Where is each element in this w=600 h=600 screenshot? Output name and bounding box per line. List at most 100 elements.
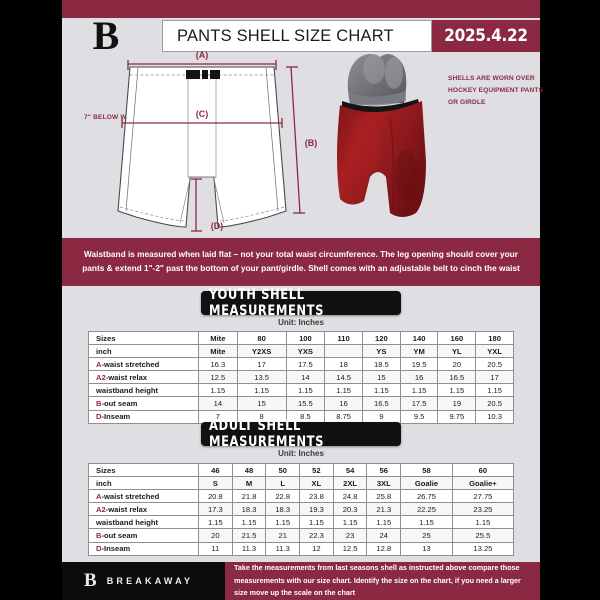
footer-instruction-text: Take the measurements from last seasons … <box>234 563 521 598</box>
table-cell: 2XL <box>332 476 368 491</box>
table-cell: 15 <box>362 370 401 385</box>
table-cell: 1.15 <box>366 515 402 530</box>
table-cell: YL <box>437 344 477 359</box>
brand-logo-icon: B <box>92 13 120 58</box>
table-row: A2-waist relax 12.5 13.5 14 14.5 15 16 1… <box>88 370 514 385</box>
table-cell: 15.5 <box>285 396 326 411</box>
table-cell: 26.75 <box>400 489 453 504</box>
table-cell: 12.8 <box>366 541 402 556</box>
row-key: D <box>96 544 102 554</box>
table-cell: 23.25 <box>451 502 515 517</box>
page-title-text: PANTS SHELL SIZE CHART <box>177 26 394 45</box>
table-cell: 140 <box>399 330 439 346</box>
brand-name: BREAKAWAY <box>106 576 194 586</box>
table-cell: 3XL <box>366 476 402 491</box>
table-cell: 19.5 <box>399 357 439 372</box>
diagram-zone: 7" BELOW WAIST <box>62 51 543 238</box>
table-cell: 56 <box>366 462 402 478</box>
table-cell: 16 <box>399 370 439 385</box>
row-key: A <box>96 359 102 369</box>
row-label-text: -out seam <box>101 531 138 541</box>
table-cell: M <box>231 476 267 491</box>
revision-date-text: 2025.4.22 <box>444 26 528 46</box>
table-row: B-out seam 14 15 15.5 16 16.5 17.5 19 20… <box>88 396 514 411</box>
table-cell: 1.15 <box>198 515 233 530</box>
table-cell: 54 <box>332 462 368 478</box>
table-row-inch: inch Mite Y2XS YXS YS YM YL YXL <box>88 344 514 359</box>
table-cell: YS <box>362 344 401 359</box>
table-cell: 23.8 <box>299 489 334 504</box>
table-cell: 1.15 <box>399 383 439 398</box>
row-label: D-Inseam <box>88 541 199 556</box>
table-cell: 1.15 <box>400 515 453 530</box>
table-cell: 16 <box>324 396 363 411</box>
row-label: D-Inseam <box>88 409 199 424</box>
row-label-sizes: Sizes <box>88 462 199 478</box>
table-cell: 18.3 <box>231 502 267 517</box>
table-cell: 14 <box>198 396 238 411</box>
row-label: A-waist stretched <box>88 489 199 504</box>
table-cell: 15 <box>236 396 287 411</box>
table-cell: 17.5 <box>285 357 326 372</box>
table-cell: 1.15 <box>236 383 287 398</box>
table-cell: 18.5 <box>362 357 401 372</box>
table-cell: 11.3 <box>265 541 301 556</box>
waist-reference-label: 7" BELOW WAIST <box>84 114 142 121</box>
table-cell: 22.25 <box>400 502 453 517</box>
table-row: A-waist stretched 20.8 21.8 22.8 23.8 24… <box>88 489 515 504</box>
table-cell: 11 <box>198 541 233 556</box>
row-key: A2 <box>96 372 106 382</box>
product-photo <box>337 54 426 217</box>
table-cell: 1.15 <box>332 515 368 530</box>
table-row: A-waist stretched 16.3 17 17.5 18 18.5 1… <box>88 357 514 372</box>
table-cell: 20.5 <box>475 357 514 372</box>
table-cell: 23 <box>332 528 368 543</box>
adult-section-banner: ADULT SHELL MEASUREMENTS <box>201 418 401 450</box>
table-cell: 60 <box>451 462 515 478</box>
row-label-sizes: Sizes <box>88 330 199 346</box>
table-row-inch: inch S M L XL 2XL 3XL Goalie Goalie+ <box>88 476 515 491</box>
table-cell: 48 <box>231 462 267 478</box>
row-label-inch: inch <box>88 476 199 491</box>
table-cell: Y2XS <box>236 344 287 359</box>
youth-section-title: YOUTH SHELL MEASUREMENTS <box>209 287 325 319</box>
table-cell: 16.5 <box>362 396 401 411</box>
table-cell: 180 <box>475 330 514 346</box>
adult-measurements-table: Sizes 46 48 50 52 54 56 58 60 inch S M <box>88 462 515 556</box>
table-cell: S <box>198 476 233 491</box>
page-title: PANTS SHELL SIZE CHART <box>162 20 432 52</box>
footer: B BREAKAWAY Take the measurements from l… <box>62 562 540 600</box>
row-label: B-out seam <box>88 528 199 543</box>
table-cell: 22.8 <box>265 489 301 504</box>
table-cell: L <box>265 476 301 491</box>
row-label-text: -waist relax <box>105 504 148 514</box>
row-label: A2-waist relax <box>88 370 199 385</box>
table-cell: 80 <box>236 330 287 346</box>
row-label: waistband height <box>88 515 199 530</box>
table-cell: 20.5 <box>475 396 514 411</box>
row-label-text: -waist relax <box>105 372 148 382</box>
table-cell: 120 <box>362 330 401 346</box>
table-cell: 1.15 <box>437 383 477 398</box>
row-label-text: -out seam <box>101 399 138 409</box>
table-cell: YXL <box>475 344 514 359</box>
table-row-sizes: Sizes Mite 80 100 110 120 140 160 180 <box>88 330 514 346</box>
table-cell: 100 <box>285 330 326 346</box>
table-cell: 20 <box>437 357 477 372</box>
table-cell: Mite <box>198 330 238 346</box>
table-cell: 25.5 <box>451 528 515 543</box>
row-label-text: -Inseam <box>101 544 131 554</box>
table-cell: 12 <box>299 541 334 556</box>
table-row: waistband height 1.15 1.15 1.15 1.15 1.1… <box>88 515 515 530</box>
row-label: waistband height <box>88 383 199 398</box>
table-cell: 13 <box>400 541 453 556</box>
table-cell: 160 <box>437 330 477 346</box>
table-cell <box>324 344 363 359</box>
table-cell: 110 <box>324 330 363 346</box>
table-cell: 46 <box>198 462 233 478</box>
table-cell: 1.15 <box>265 515 301 530</box>
table-cell: 24.8 <box>332 489 368 504</box>
row-label-text: waistband height <box>96 385 159 395</box>
footer-instruction-band: Take the measurements from last seasons … <box>225 562 540 600</box>
adult-table-wrapper: Sizes 46 48 50 52 54 56 58 60 inch S M <box>88 462 515 556</box>
